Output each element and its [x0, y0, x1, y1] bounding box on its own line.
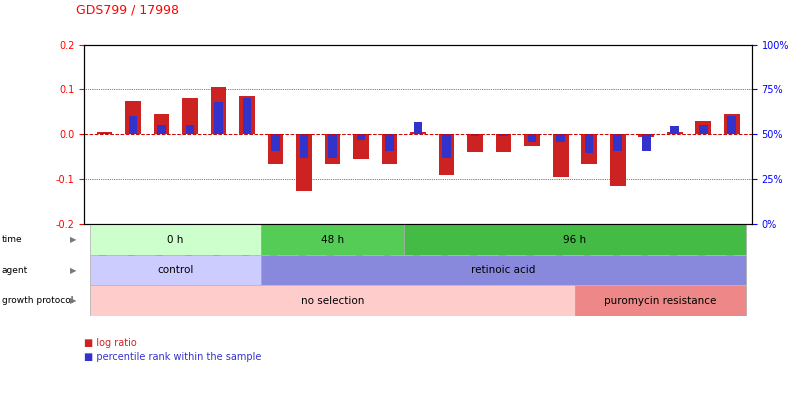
Bar	[125, 101, 141, 134]
Text: time: time	[2, 235, 22, 244]
Bar	[499, 134, 507, 136]
Bar	[524, 134, 540, 146]
Bar	[438, 134, 454, 175]
Bar	[96, 132, 112, 134]
Bar	[727, 115, 735, 134]
Bar	[238, 96, 255, 134]
Bar	[495, 134, 511, 152]
Bar	[528, 134, 536, 143]
Bar	[100, 133, 108, 134]
Text: 96 h: 96 h	[563, 234, 585, 245]
Bar	[385, 134, 393, 151]
Bar	[556, 134, 565, 143]
Bar	[723, 114, 739, 134]
Bar	[261, 224, 403, 255]
Bar	[410, 132, 426, 134]
Text: retinoic acid: retinoic acid	[471, 265, 535, 275]
Text: ■ percentile rank within the sample: ■ percentile rank within the sample	[84, 352, 262, 362]
Text: control: control	[157, 265, 194, 275]
Bar	[613, 134, 622, 151]
Bar	[214, 102, 222, 134]
Bar	[670, 126, 679, 134]
Bar	[90, 224, 261, 255]
Text: ▶: ▶	[70, 235, 76, 244]
Bar	[90, 255, 261, 286]
Bar	[243, 98, 251, 134]
Bar	[442, 134, 450, 158]
Text: puromycin resistance: puromycin resistance	[604, 296, 715, 306]
Bar	[300, 134, 308, 158]
Bar	[581, 134, 597, 164]
Bar	[698, 124, 707, 134]
Bar	[181, 98, 198, 134]
Bar	[328, 134, 336, 158]
Bar	[128, 115, 137, 134]
Bar	[695, 121, 710, 134]
Bar	[471, 134, 479, 136]
Text: ▶: ▶	[70, 266, 76, 275]
Bar	[574, 286, 745, 316]
Bar	[467, 134, 483, 152]
Bar	[666, 132, 682, 134]
Bar	[357, 134, 365, 140]
Bar	[271, 134, 279, 151]
Text: no selection: no selection	[300, 296, 364, 306]
Text: ▶: ▶	[70, 296, 76, 305]
Text: GDS799 / 17998: GDS799 / 17998	[76, 3, 179, 16]
Bar	[403, 224, 745, 255]
Bar	[210, 87, 226, 134]
Bar	[638, 134, 654, 136]
Text: growth protocol: growth protocol	[2, 296, 73, 305]
Bar	[381, 134, 397, 164]
Bar	[157, 124, 165, 134]
Bar	[414, 122, 422, 134]
Bar	[552, 134, 568, 177]
Text: 0 h: 0 h	[167, 234, 184, 245]
Bar	[353, 134, 369, 159]
Bar	[153, 114, 169, 134]
Bar	[261, 255, 745, 286]
Bar	[185, 124, 194, 134]
Text: 48 h: 48 h	[320, 234, 344, 245]
Bar	[90, 286, 574, 316]
Text: agent: agent	[2, 266, 28, 275]
Text: ■ log ratio: ■ log ratio	[84, 338, 137, 348]
Bar	[641, 134, 650, 151]
Bar	[609, 134, 625, 186]
Bar	[585, 134, 593, 153]
Bar	[296, 134, 312, 191]
Bar	[267, 134, 283, 164]
Bar	[324, 134, 340, 164]
